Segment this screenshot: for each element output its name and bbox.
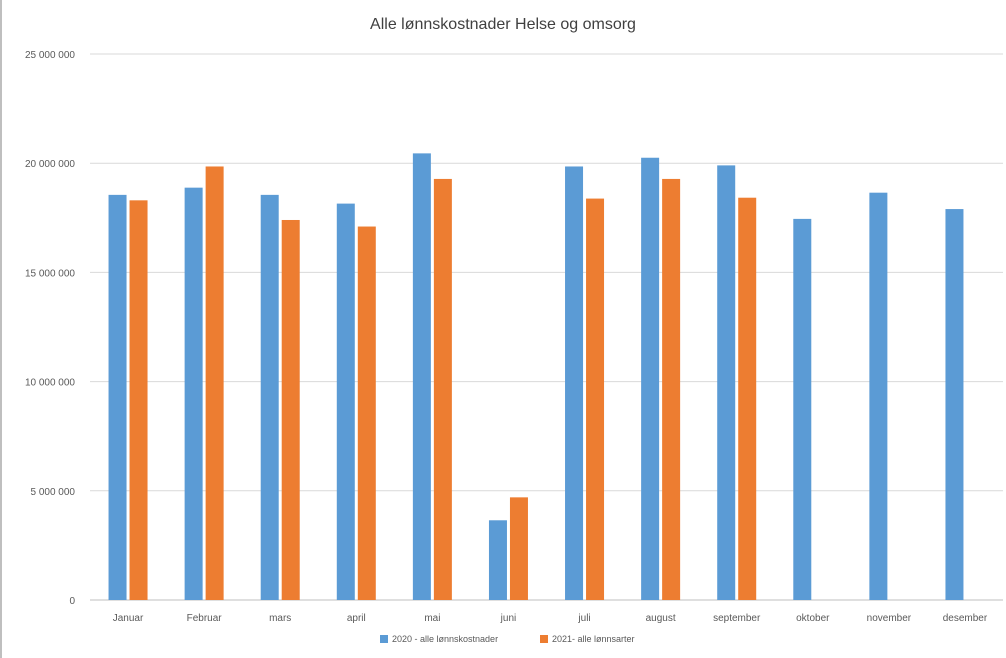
bar-series2 xyxy=(586,198,605,600)
x-tick-label: Februar xyxy=(187,613,223,624)
bar-series2 xyxy=(357,226,376,600)
chart-frame-border xyxy=(0,0,2,658)
x-tick-label: juni xyxy=(500,613,517,624)
bar-series1 xyxy=(336,203,355,600)
bar-series1 xyxy=(641,157,660,601)
y-tick-label: 20 000 000 xyxy=(25,159,75,170)
y-tick-label: 15 000 000 xyxy=(25,268,75,279)
bar-series1 xyxy=(793,218,812,600)
bar-series2 xyxy=(205,166,224,600)
legend-label: 2020 - alle lønnskostnader xyxy=(392,634,498,644)
x-tick-label: mars xyxy=(269,613,291,624)
bar-series1 xyxy=(869,192,888,600)
y-tick-label: 0 xyxy=(69,596,75,607)
chart-title: Alle lønnskostnader Helse og omsorg xyxy=(370,16,636,33)
bar-series1 xyxy=(717,165,736,600)
bar-series2 xyxy=(433,178,452,600)
x-tick-label: august xyxy=(646,613,676,624)
x-tick-label: april xyxy=(347,613,366,624)
bar-series2 xyxy=(129,200,148,600)
bar-series1 xyxy=(184,187,203,600)
y-tick-label: 25 000 000 xyxy=(25,50,75,61)
bar-series1 xyxy=(260,194,279,601)
x-tick-label: september xyxy=(713,613,761,624)
x-tick-label: november xyxy=(867,613,912,624)
bar-series2 xyxy=(509,497,528,600)
x-tick-label: desember xyxy=(943,613,988,624)
bar-series1 xyxy=(108,194,127,601)
x-tick-label: oktober xyxy=(796,613,830,624)
bar-series2 xyxy=(662,178,681,600)
x-tick-label: mai xyxy=(424,613,440,624)
bar-series1 xyxy=(412,153,431,600)
bar-series1 xyxy=(565,166,584,600)
legend-swatch xyxy=(380,635,388,643)
y-tick-label: 5 000 000 xyxy=(31,487,76,498)
y-tick-label: 10 000 000 xyxy=(25,378,75,389)
legend-label: 2021- alle lønnsarter xyxy=(552,634,635,644)
bar-series2 xyxy=(281,219,300,600)
bar-series1 xyxy=(945,209,964,600)
bar-series2 xyxy=(738,197,757,600)
legend-swatch xyxy=(540,635,548,643)
x-tick-label: juli xyxy=(577,613,590,624)
bar-series1 xyxy=(488,520,507,600)
x-tick-label: Januar xyxy=(113,613,144,624)
